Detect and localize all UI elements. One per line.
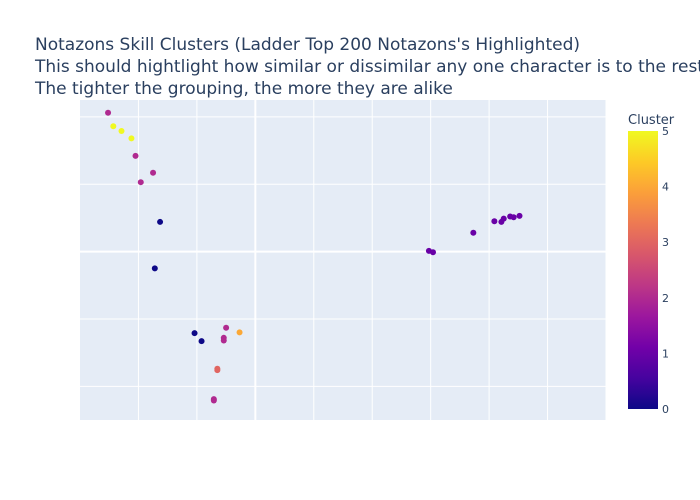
scatter-point: [516, 212, 523, 219]
colorbar-tick-label: 0: [662, 403, 669, 416]
colorbar: [628, 131, 658, 409]
scatter-point: [470, 229, 477, 236]
colorbar-tick-label: 4: [662, 181, 669, 194]
scatter-point: [223, 324, 230, 331]
scatter-point: [220, 337, 227, 344]
scatter-point: [198, 338, 205, 345]
scatter-point: [210, 397, 217, 404]
chart-title-line-2: This should hightlight how similar or di…: [34, 57, 700, 77]
scatter-point: [132, 152, 139, 159]
colorbar-tick-label: 5: [662, 125, 669, 138]
scatter-point: [137, 179, 144, 186]
scatter-point: [151, 265, 158, 272]
chart-title-line-1: Notazons Skill Clusters (Ladder Top 200 …: [35, 35, 580, 55]
scatter-point: [491, 218, 498, 225]
scatter-point: [150, 169, 157, 176]
scatter-point: [118, 127, 125, 134]
scatter-point: [430, 249, 437, 256]
scatter-point: [510, 214, 517, 221]
colorbar-tick-label: 1: [662, 347, 669, 360]
scatter-point: [191, 330, 198, 337]
scatter-point: [128, 135, 135, 142]
scatter-point: [500, 215, 507, 222]
scatter-point: [157, 218, 164, 225]
scatter-point: [105, 109, 112, 116]
scatter-points: [105, 109, 523, 404]
scatter-point: [214, 367, 221, 374]
colorbar-ticks: 0 1 2 3 4 5: [662, 125, 669, 416]
scatter-point: [110, 123, 117, 130]
grid-lines: [80, 100, 607, 420]
colorbar-tick-label: 3: [662, 236, 669, 249]
scatter-point: [236, 329, 243, 336]
chart-title-line-3: The tighter the grouping, the more they …: [34, 79, 453, 99]
colorbar-title: Cluster: [628, 113, 675, 128]
colorbar-tick-label: 2: [662, 292, 669, 305]
plot-area[interactable]: [80, 100, 606, 420]
